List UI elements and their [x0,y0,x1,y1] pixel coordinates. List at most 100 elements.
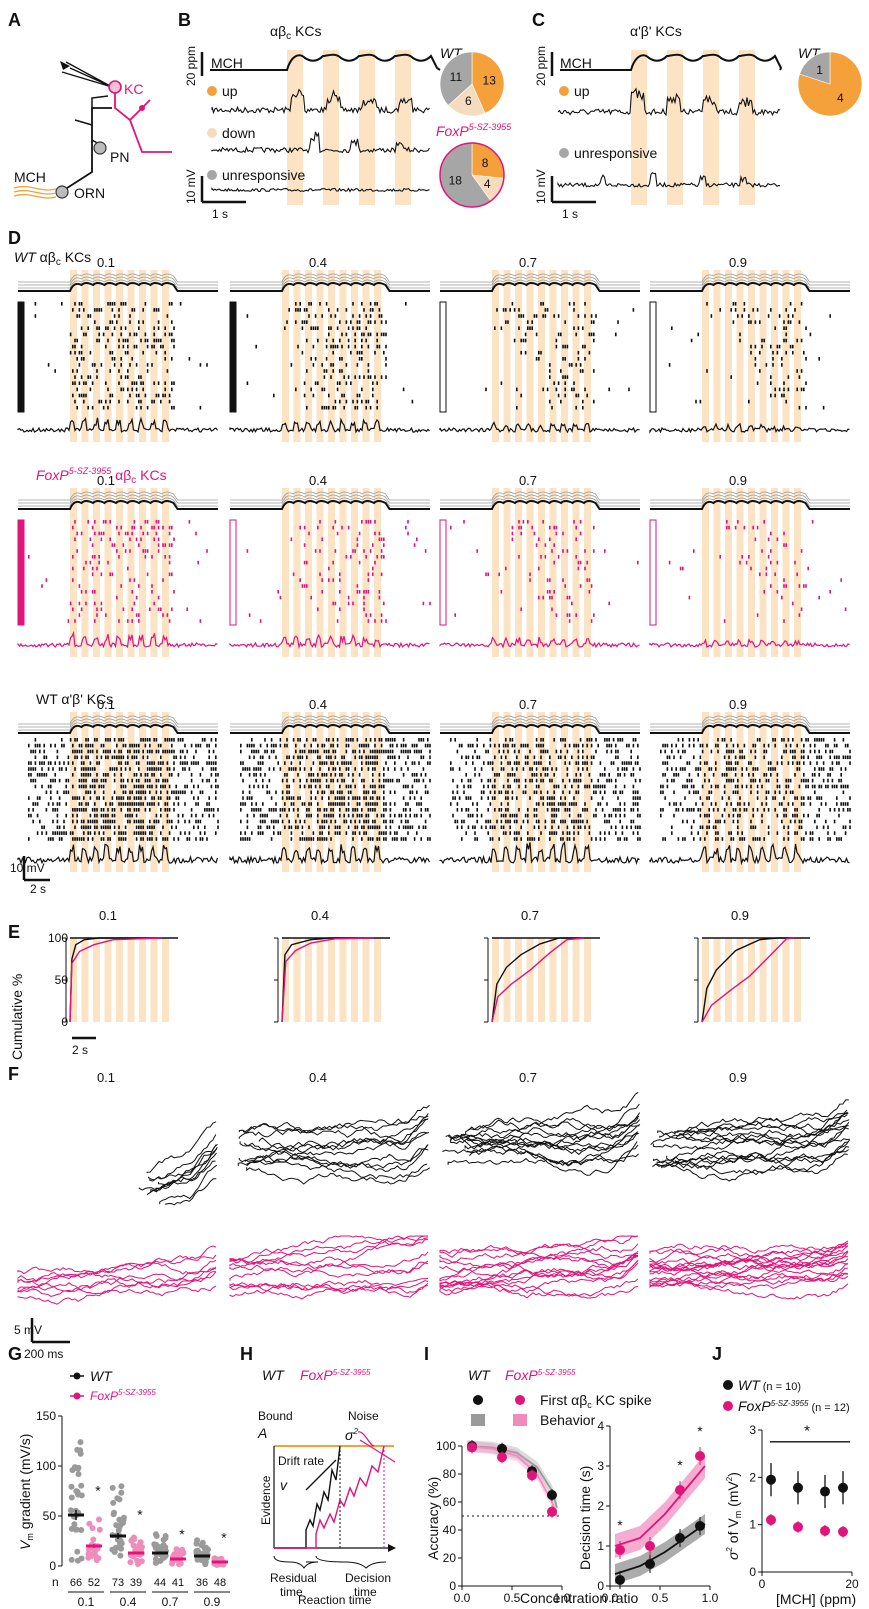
spike-tick [604,790,606,795]
spike-tick [179,755,182,760]
spike-tick [317,755,319,760]
spike-tick [487,808,489,812]
spike-tick [146,784,149,789]
spike-tick [682,808,684,812]
spike-tick [253,808,255,812]
spike-tick [72,837,74,841]
spike-tick [726,767,728,771]
spike-tick [83,332,85,337]
spike-tick [577,749,580,754]
spike-tick [133,601,136,606]
spike-tick [266,790,268,795]
spike-tick [36,831,39,835]
spike-tick [105,520,107,524]
legend-unresponsive-dot [207,170,217,180]
stimulus-band [127,712,135,872]
spike-tick [527,755,529,760]
spike-tick [422,825,425,830]
spike-tick [94,320,96,324]
spike-tick [590,314,593,318]
stimulus-band [503,270,511,442]
spike-tick [776,560,779,565]
spike-tick [424,790,427,795]
spike-tick [599,837,602,841]
spike-tick [483,784,485,789]
spike-tick [701,825,704,830]
spike-tick [54,369,56,373]
panel-i: WT FoxP5-SZ-3955 First αβc KC spike Beha… [425,1367,719,1606]
spike-tick [323,819,326,824]
spike-tick [122,755,125,760]
spike-tick [193,796,195,800]
spike-tick [728,767,730,771]
spike-tick [168,572,171,577]
spike-tick [259,813,262,818]
spike-tick [660,813,662,818]
spike-tick [485,572,487,577]
spike-tick [157,308,160,312]
spike-tick [664,743,666,748]
spike-tick [505,831,507,835]
spike-tick [595,749,597,754]
spike-tick [140,831,142,835]
odor-trace [440,718,640,728]
spike-tick [98,761,100,765]
spike-tick [319,572,321,577]
spike-tick [356,813,359,818]
spike-tick [540,796,542,800]
spike-tick [770,560,772,565]
spike-tick [595,738,597,742]
spike-tick [34,302,37,306]
spike-tick [407,784,409,789]
spike-tick [637,802,639,806]
spike-tick [273,808,275,812]
spike-tick [246,549,249,553]
spike-tick [623,808,626,812]
spike-tick [575,743,577,748]
spike-tick [153,601,155,606]
spike-tick [533,761,536,765]
spike-tick [297,344,299,349]
spike-tick [610,825,613,830]
spike-tick [336,761,339,765]
spike-tick [166,802,169,806]
spike-tick [133,755,136,760]
spike-tick [531,326,533,330]
spike-tick [615,743,617,748]
spike-tick [699,399,702,404]
spike-tick [584,808,586,812]
spike-tick [509,773,511,777]
spike-tick [660,749,662,754]
spike-tick [74,749,76,754]
spike-tick [400,837,403,841]
spike-tick [30,767,32,771]
spike-tick [394,755,396,760]
spike-tick [489,819,492,824]
spike-tick [197,825,199,830]
spike-tick [420,749,422,754]
spike-tick [476,837,478,841]
spike-tick [469,778,472,783]
spike-tick [555,531,558,536]
spike-tick [330,326,332,330]
spike-tick [168,393,171,398]
odor-trace [230,273,430,283]
wt-voltage-trace [238,1113,429,1138]
spike-tick [244,802,246,806]
spike-tick [129,749,131,754]
spike-tick [531,773,533,777]
odor-trace [440,282,640,292]
spike-tick [555,344,558,349]
spike-tick [708,808,710,812]
spike-tick [800,549,803,553]
spike-tick [332,767,334,771]
spike-tick [94,590,96,594]
stimulus-band [305,270,312,442]
spike-tick [323,808,326,812]
spike-tick [754,344,757,349]
foxp-voltage-trace [229,1235,429,1266]
spike-tick [138,749,140,754]
spike-tick [164,738,166,742]
spike-tick [844,831,847,835]
spike-tick [796,761,798,765]
